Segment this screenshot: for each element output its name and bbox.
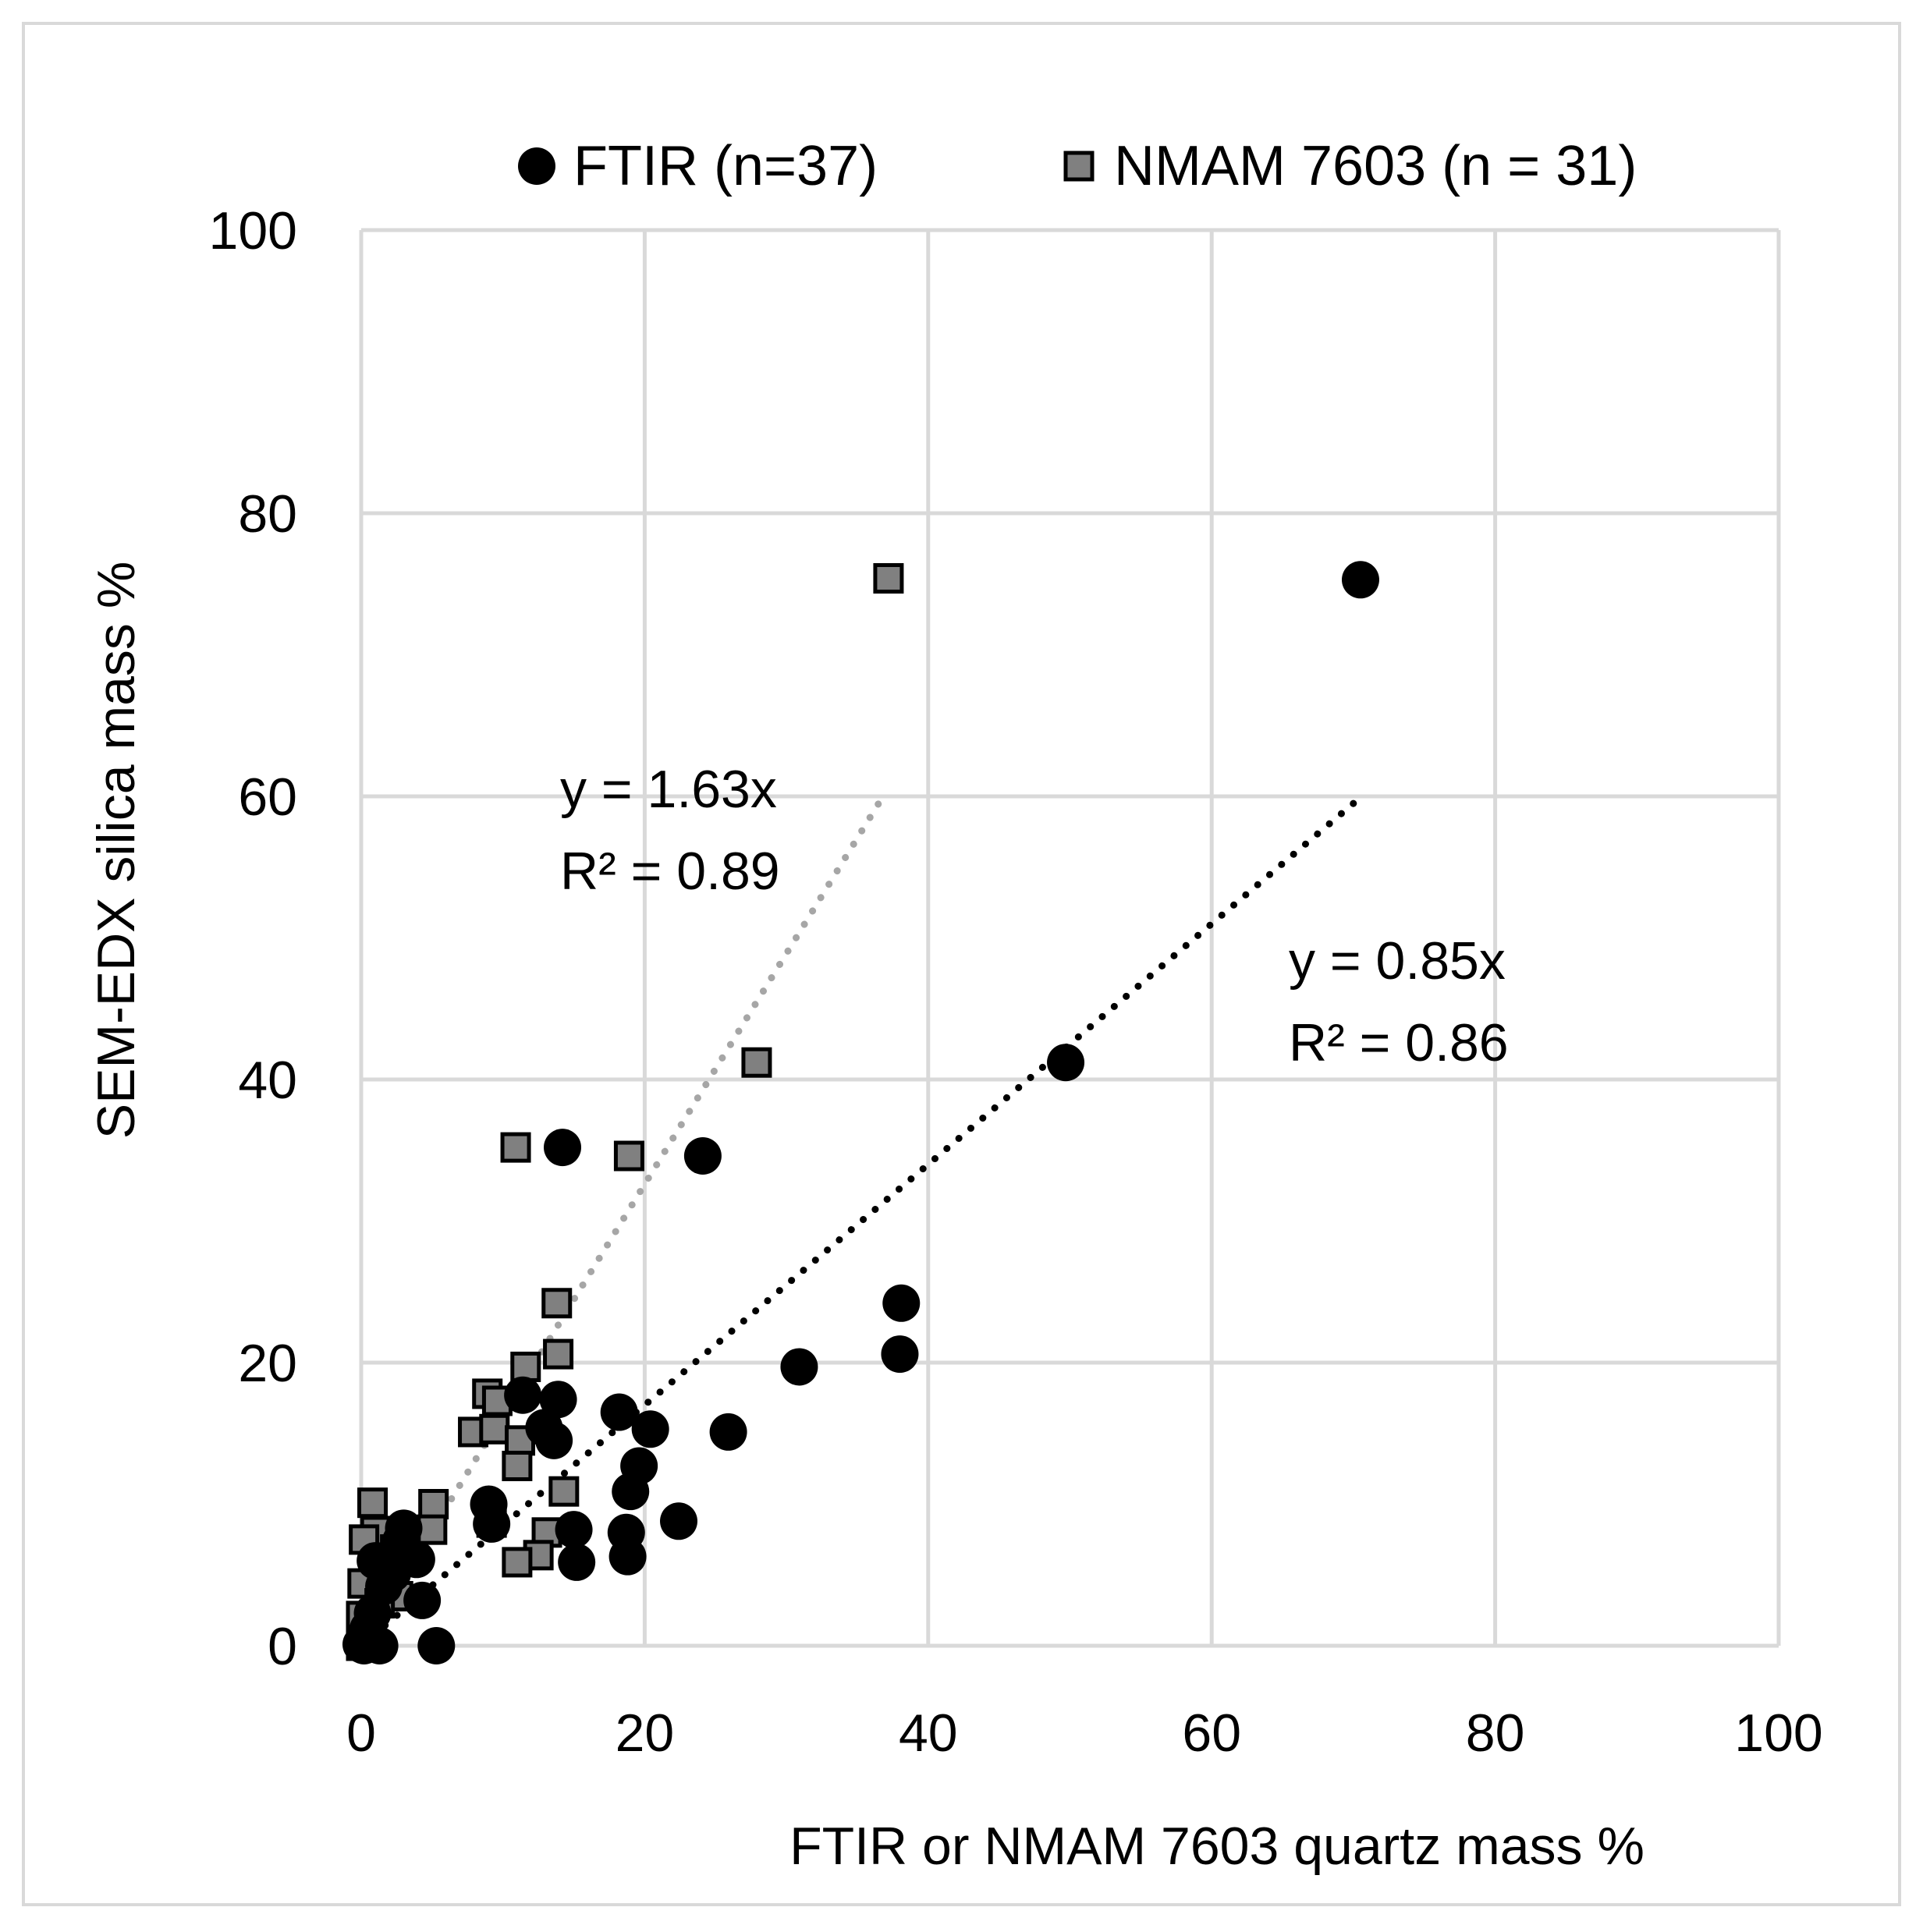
ftir-data-point	[1341, 561, 1379, 599]
y-tick-label: 0	[268, 1617, 297, 1676]
legend-nmam-label: NMAM 7603 (n = 31)	[1114, 135, 1637, 197]
nmam-data-point	[543, 1338, 574, 1370]
trendline-r-squared: R² = 0.86	[1289, 1013, 1509, 1072]
ftir-data-point	[403, 1581, 442, 1619]
x-axis-label: FTIR or NMAM 7603 quartz mass %	[789, 1817, 1644, 1876]
trendline	[357, 788, 889, 1650]
trendlines	[357, 788, 1357, 1650]
ftir-data-point	[709, 1413, 747, 1451]
ftir-data-point	[1047, 1044, 1085, 1082]
legend-ftir-label: FTIR (n=37)	[573, 135, 878, 197]
trendline-equation: y = 0.85x	[1289, 931, 1506, 991]
x-tick-label: 80	[1466, 1703, 1525, 1763]
y-tick-label: 100	[209, 201, 297, 261]
trendline	[357, 799, 1357, 1650]
ftir-data-point	[346, 1619, 385, 1657]
ftir-data-point	[558, 1543, 596, 1581]
y-tick-label: 60	[238, 767, 297, 827]
ftir-data-point	[608, 1537, 647, 1576]
ftir-data-point	[881, 1335, 919, 1374]
outer-frame	[22, 22, 1901, 1906]
nmam-data-point	[357, 1487, 389, 1519]
ftir-data-point	[544, 1129, 582, 1167]
x-tick-label: 40	[899, 1703, 958, 1763]
nmam-data-point	[502, 1450, 533, 1481]
y-tick-label: 40	[238, 1051, 297, 1110]
nmam-data-point	[873, 562, 904, 594]
ftir-data-point	[473, 1505, 511, 1543]
ftir-data-point	[683, 1137, 722, 1175]
nmam-data-point	[500, 1132, 531, 1163]
ftir-data-point	[357, 1542, 395, 1580]
ftir-data-point	[381, 1522, 420, 1560]
ftir-data-point	[539, 1381, 577, 1419]
ftir-data-point	[504, 1376, 542, 1414]
data-points	[342, 561, 1379, 1664]
ftir-data-point	[555, 1511, 593, 1549]
ftir-data-point	[631, 1410, 669, 1448]
nmam-data-point	[418, 1489, 449, 1519]
ftir-data-point	[780, 1348, 818, 1386]
trendline-r-squared: R² = 0.89	[560, 842, 780, 901]
nmam-data-point	[541, 1288, 573, 1319]
nmam-data-point	[502, 1547, 533, 1578]
x-tick-label: 60	[1182, 1703, 1241, 1763]
nmam-data-point	[548, 1476, 580, 1507]
nmam-data-point	[741, 1047, 772, 1078]
x-tick-label: 20	[616, 1703, 675, 1763]
ftir-data-point	[882, 1284, 921, 1322]
nmam-data-point	[613, 1140, 644, 1172]
x-tick-label: 100	[1734, 1703, 1822, 1763]
y-axis-label: SEM-EDX silica mass %	[87, 562, 146, 1140]
annotations: y = 0.85x R² = 0.86 y = 1.63x R² = 0.89	[560, 760, 1509, 1072]
ftir-data-point	[612, 1473, 650, 1511]
ftir-data-point	[600, 1393, 638, 1431]
nmam-data-point	[510, 1351, 541, 1382]
ftir-data-point	[525, 1409, 563, 1447]
trendline-equation: y = 1.63x	[560, 760, 777, 819]
tick-labels: 0 20 40 60 80 100 0 20 40 60 80 100	[209, 201, 1823, 1763]
x-tick-label: 0	[346, 1703, 376, 1763]
ftir-data-point	[660, 1502, 698, 1540]
y-tick-label: 20	[238, 1334, 297, 1393]
legend-ftir-marker	[518, 147, 555, 185]
nmam-data-point	[417, 1514, 448, 1545]
legend: FTIR (n=37) NMAM 7603 (n = 31)	[518, 135, 1637, 197]
y-tick-label: 80	[238, 484, 297, 544]
ftir-data-point	[417, 1627, 456, 1664]
legend-nmam-marker	[1063, 151, 1095, 182]
nmam-data-point	[479, 1413, 510, 1445]
